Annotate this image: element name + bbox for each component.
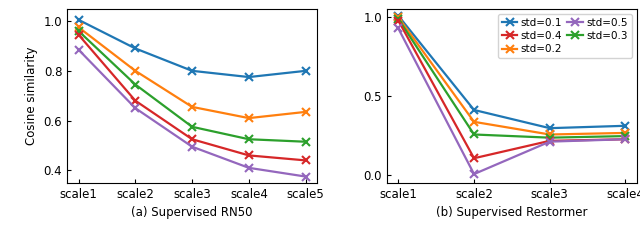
X-axis label: (b) Supervised Restormer: (b) Supervised Restormer xyxy=(436,206,588,219)
Legend: std=0.1, std=0.4, std=0.2, std=0.5, std=0.3: std=0.1, std=0.4, std=0.2, std=0.5, std=… xyxy=(497,14,632,59)
Y-axis label: Cosine similarity: Cosine similarity xyxy=(25,46,38,145)
X-axis label: (a) Supervised RN50: (a) Supervised RN50 xyxy=(131,206,253,219)
